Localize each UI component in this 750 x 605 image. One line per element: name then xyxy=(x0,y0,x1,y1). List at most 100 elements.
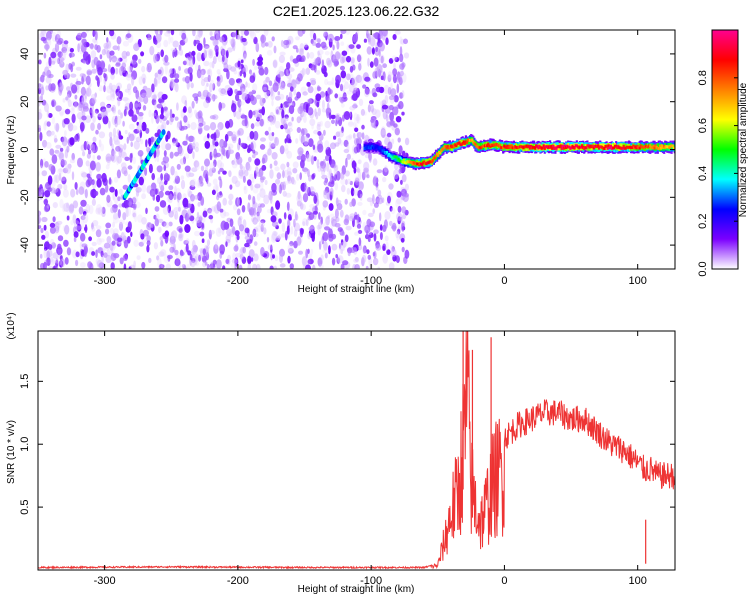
noise-cell xyxy=(116,169,121,179)
noise-cell xyxy=(261,164,267,171)
noise-cell xyxy=(311,232,316,242)
noise-cell xyxy=(306,253,313,259)
noise-cell xyxy=(117,109,121,115)
noise-cell xyxy=(208,229,215,235)
noise-cell xyxy=(356,223,362,229)
noise-cell xyxy=(110,93,116,102)
noise-cell xyxy=(354,177,360,186)
noise-cell xyxy=(320,41,327,49)
noise-cell xyxy=(236,234,240,241)
noise-cell xyxy=(85,203,91,214)
noise-cell xyxy=(206,69,211,75)
noise-cell xyxy=(363,87,370,98)
noise-cell xyxy=(149,45,155,56)
noise-cell xyxy=(361,257,365,267)
signal-cell xyxy=(439,151,442,155)
noise-cell xyxy=(236,156,243,165)
noise-cell xyxy=(364,76,371,82)
noise-cell xyxy=(356,137,362,146)
signal-cell xyxy=(537,146,540,150)
noise-cell xyxy=(266,209,272,214)
noise-cell xyxy=(269,163,273,169)
noise-cell xyxy=(348,121,354,126)
noise-cell xyxy=(180,175,185,180)
noise-cell xyxy=(52,202,58,209)
noise-cell xyxy=(186,133,189,141)
noise-cell xyxy=(218,101,222,111)
noise-cell xyxy=(230,66,237,72)
signal-cell xyxy=(585,146,588,150)
noise-cell xyxy=(91,241,97,247)
noise-cell xyxy=(325,90,328,97)
noise-cell xyxy=(371,47,375,55)
noise-cell xyxy=(96,155,101,161)
noise-cell xyxy=(229,38,234,45)
noise-cell xyxy=(191,50,196,57)
noise-cell xyxy=(136,255,141,260)
noise-cell xyxy=(390,244,394,254)
signal-cell xyxy=(380,147,383,151)
noise-cell xyxy=(41,170,48,177)
noise-cell xyxy=(65,165,72,174)
noise-cell xyxy=(61,136,68,147)
noise-cell xyxy=(105,222,112,229)
noise-cell xyxy=(47,175,53,186)
noise-cell xyxy=(259,144,266,150)
noise-cell xyxy=(55,123,60,133)
noise-cell xyxy=(239,70,243,77)
noise-cell xyxy=(231,131,237,137)
noise-cell xyxy=(228,146,231,156)
noise-cell xyxy=(289,86,294,92)
noise-cell xyxy=(361,254,367,263)
noise-cell xyxy=(328,203,334,211)
signal-cell xyxy=(411,162,414,166)
noise-cell xyxy=(276,235,281,240)
noise-cell xyxy=(330,114,337,119)
noise-cell xyxy=(274,255,279,262)
noise-cell xyxy=(46,203,50,209)
noise-cell xyxy=(123,143,127,151)
noise-cell xyxy=(176,102,179,111)
noise-cell xyxy=(284,116,289,122)
noise-cell xyxy=(92,155,96,160)
noise-cell xyxy=(304,44,309,51)
noise-cell xyxy=(156,165,163,173)
noise-cell xyxy=(263,30,269,36)
noise-cell xyxy=(219,89,226,97)
noise-cell xyxy=(271,211,278,217)
noise-cell xyxy=(314,57,321,64)
noise-cell xyxy=(321,108,326,113)
noise-cell xyxy=(396,190,402,198)
noise-cell xyxy=(254,158,261,166)
colorbar-tick-label: 0.6 xyxy=(697,118,709,133)
noise-cell xyxy=(80,86,86,96)
noise-cell xyxy=(295,36,300,41)
noise-cell xyxy=(319,264,324,269)
noise-cell xyxy=(169,73,174,79)
noise-cell xyxy=(375,86,382,93)
bottom-x-axis-label: Height of straight line (km) xyxy=(298,584,415,595)
noise-cell xyxy=(344,81,349,90)
noise-cell xyxy=(325,216,330,226)
noise-cell xyxy=(376,169,383,174)
noise-cell xyxy=(207,74,211,83)
noise-cell xyxy=(369,37,376,47)
noise-cell xyxy=(256,116,261,122)
noise-cell xyxy=(39,76,43,82)
noise-cell xyxy=(324,175,328,186)
noise-cell xyxy=(247,179,252,187)
noise-cell xyxy=(86,69,92,75)
noise-cell xyxy=(329,187,334,196)
noise-cell xyxy=(60,51,66,61)
noise-cell xyxy=(330,217,334,224)
noise-cell xyxy=(216,80,221,87)
noise-cell xyxy=(308,138,314,148)
noise-cell xyxy=(153,53,158,64)
noise-cell xyxy=(262,154,268,164)
noise-cell xyxy=(64,224,70,235)
noise-cell xyxy=(184,165,191,172)
noise-cell xyxy=(108,120,111,129)
noise-cell xyxy=(248,209,252,216)
noise-cell xyxy=(88,236,92,242)
noise-cell xyxy=(191,258,196,263)
